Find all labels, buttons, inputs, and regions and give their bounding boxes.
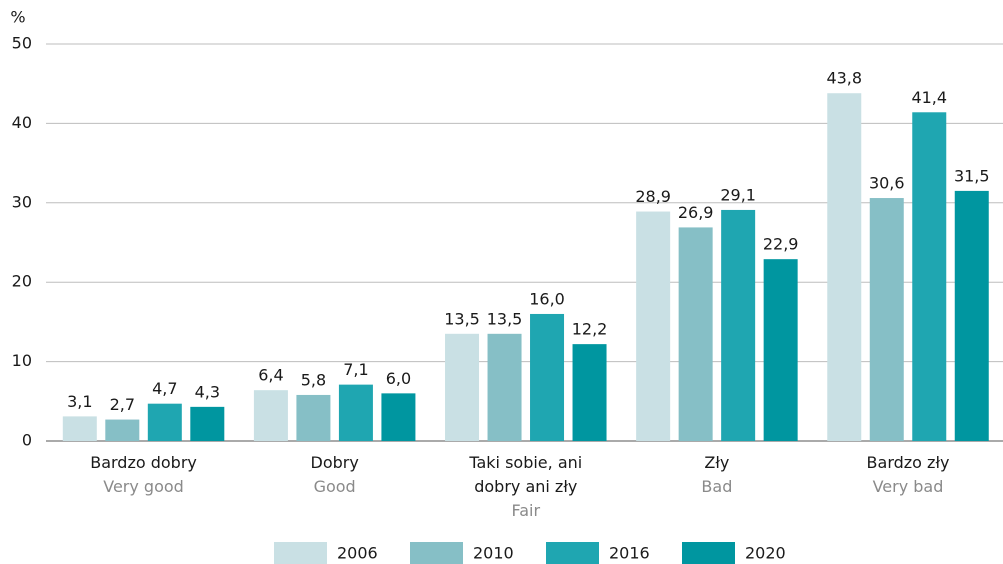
category-name: Dobry	[310, 453, 359, 472]
bar	[62, 416, 97, 441]
bar	[147, 403, 182, 441]
category-name-en: Very bad	[872, 477, 944, 496]
bar	[105, 419, 140, 441]
category-label: Taki sobie, ani dobry ani zły Fair	[446, 451, 606, 523]
value-label: 2,7	[110, 395, 135, 414]
bar	[721, 209, 756, 441]
category-label: Zły Bad	[637, 451, 797, 499]
category-name-en: Very good	[103, 477, 184, 496]
value-label: 4,7	[152, 379, 177, 398]
y-tick-label: 10	[12, 351, 32, 370]
value-label: 26,9	[678, 203, 714, 222]
bar	[445, 333, 480, 441]
bar	[296, 394, 331, 441]
legend-swatch	[682, 542, 735, 564]
value-label: 28,9	[635, 187, 671, 206]
value-label: 29,1	[720, 185, 756, 204]
legend-swatch	[546, 542, 599, 564]
y-tick-label: 50	[12, 34, 32, 53]
legend-label: 2016	[609, 544, 650, 563]
legend-label: 2006	[337, 544, 378, 563]
y-tick-label: 40	[12, 113, 32, 132]
legend-swatch	[410, 542, 463, 564]
category-label: Bardzo dobry Very good	[64, 451, 224, 499]
category-name: Bardzo dobry	[90, 453, 197, 472]
bar	[954, 190, 989, 441]
y-unit: %	[10, 8, 25, 27]
value-label: 13,5	[487, 309, 523, 328]
legend-swatch	[274, 542, 327, 564]
bar	[869, 198, 904, 441]
value-label: 6,0	[386, 369, 411, 388]
bar	[678, 227, 713, 441]
value-label: 43,8	[826, 69, 862, 88]
bar	[253, 390, 288, 441]
category-name-en: Fair	[511, 501, 541, 520]
y-tick-label: 20	[12, 272, 32, 291]
value-label: 7,1	[343, 360, 368, 379]
value-label: 12,2	[572, 320, 608, 339]
value-label: 30,6	[869, 174, 905, 193]
bar	[530, 313, 565, 441]
value-label: 3,1	[67, 392, 92, 411]
bar	[190, 406, 225, 441]
bar	[572, 344, 607, 441]
bar	[487, 333, 522, 441]
category-name: Bardzo zły	[866, 453, 950, 472]
value-label: 6,4	[258, 366, 283, 385]
value-label: 13,5	[444, 309, 480, 328]
category-name: Taki sobie, ani dobry ani zły	[469, 453, 583, 496]
value-label: 22,9	[763, 235, 799, 254]
category-name: Zły	[704, 453, 730, 472]
y-tick-label: 30	[12, 192, 32, 211]
value-label: 31,5	[954, 166, 990, 185]
category-label: Bardzo zły Very bad	[828, 451, 988, 499]
bar	[338, 384, 373, 441]
y-tick-label: 0	[22, 431, 32, 450]
bar	[827, 93, 862, 441]
value-label: 5,8	[301, 370, 326, 389]
category-label: Dobry Good	[255, 451, 415, 499]
bar	[763, 259, 798, 441]
bar	[912, 112, 947, 441]
category-name-en: Bad	[701, 477, 733, 496]
category-name-en: Good	[313, 477, 356, 496]
value-label: 4,3	[195, 382, 220, 401]
value-label: 16,0	[529, 289, 565, 308]
bar	[381, 393, 416, 441]
bar	[636, 211, 671, 441]
legend-label: 2020	[745, 544, 786, 563]
value-label: 41,4	[911, 88, 947, 107]
legend-label: 2010	[473, 544, 514, 563]
